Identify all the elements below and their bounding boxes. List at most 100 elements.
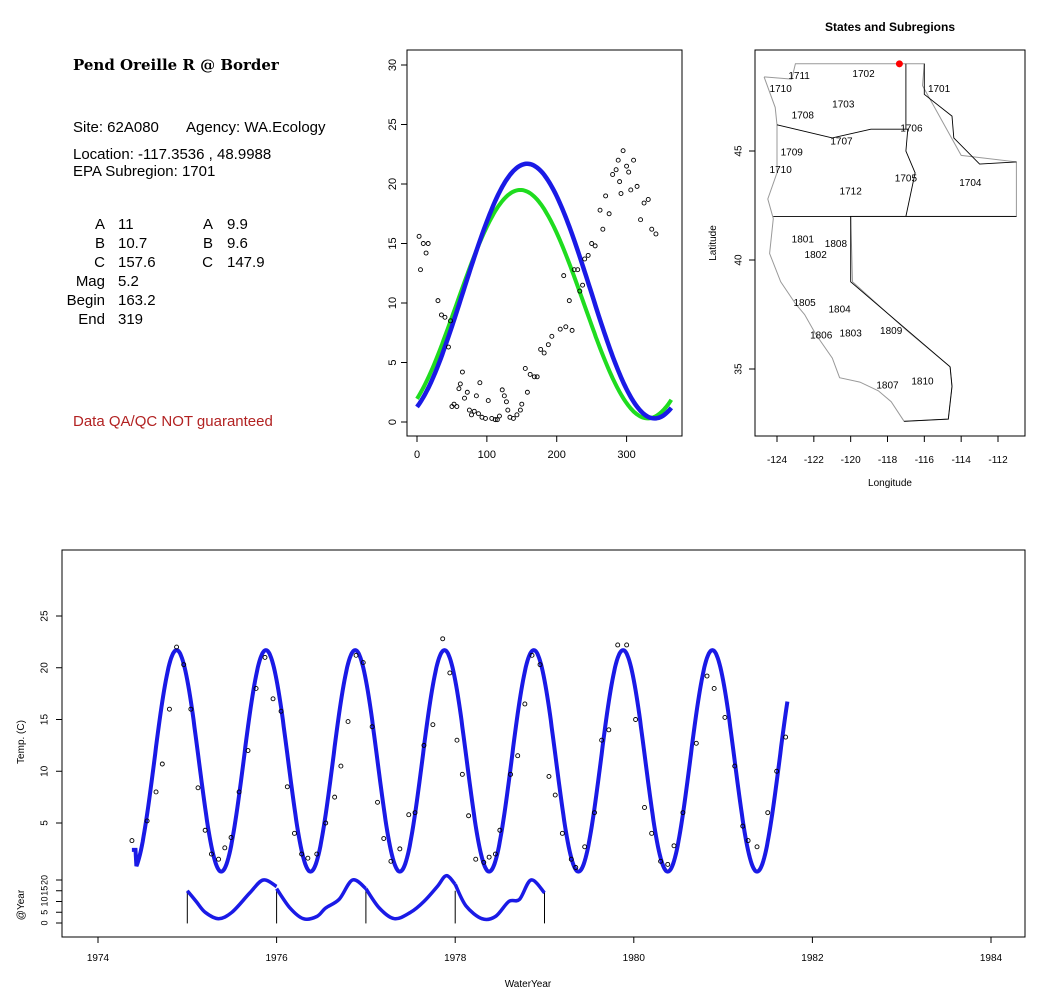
lon-tick-label: -122 bbox=[804, 455, 824, 466]
subregion-label: 1804 bbox=[828, 304, 851, 315]
data-point bbox=[510, 415, 516, 421]
year-axis-tick-label: 5 bbox=[39, 910, 49, 915]
data-point bbox=[575, 267, 581, 273]
location: Location: -117.3536 , 48.9988 bbox=[73, 146, 272, 163]
y-tick-label: 0 bbox=[387, 419, 399, 425]
y-tick-label: 15 bbox=[387, 237, 399, 249]
subregion-label: 1706 bbox=[900, 123, 923, 134]
data-point bbox=[549, 333, 555, 339]
param-label: B bbox=[94, 235, 105, 252]
data-point bbox=[454, 404, 460, 409]
observation-point bbox=[552, 792, 558, 798]
observation-point bbox=[592, 810, 597, 816]
data-point bbox=[503, 399, 509, 405]
observation-point bbox=[381, 836, 387, 841]
data-point bbox=[606, 211, 612, 217]
param-value: 10.7 bbox=[118, 235, 148, 252]
observation-point bbox=[345, 719, 351, 725]
subregion-label: 1809 bbox=[880, 326, 903, 337]
observation-point bbox=[270, 696, 276, 702]
observation-point bbox=[658, 858, 664, 864]
map-frame bbox=[754, 49, 1026, 437]
temp-tick-label: 20 bbox=[40, 662, 51, 674]
data-point bbox=[557, 326, 563, 332]
observation-point bbox=[508, 771, 514, 777]
data-point bbox=[631, 157, 637, 163]
observation-point bbox=[615, 642, 621, 648]
subregion-label: 1802 bbox=[805, 250, 828, 261]
subregion-label: 1708 bbox=[792, 110, 815, 121]
annual-strip-curve bbox=[364, 873, 457, 921]
observation-point bbox=[740, 823, 746, 829]
data-point bbox=[469, 412, 474, 418]
observation-point bbox=[360, 660, 366, 666]
data-point bbox=[592, 243, 598, 249]
observation-point bbox=[195, 785, 201, 791]
data-point bbox=[634, 183, 640, 189]
data-point bbox=[563, 324, 569, 330]
param-value: 5.2 bbox=[118, 273, 139, 290]
observation-point bbox=[129, 838, 135, 844]
year-tick-label: 1984 bbox=[980, 953, 1003, 964]
data-point bbox=[501, 393, 507, 399]
year-tick-label: 1974 bbox=[87, 953, 110, 964]
param-value: 163.2 bbox=[118, 292, 156, 309]
observation-point bbox=[481, 859, 487, 865]
lon-tick-label: -114 bbox=[952, 455, 972, 466]
observation-point bbox=[314, 851, 320, 857]
param-label: End bbox=[78, 311, 105, 328]
epa-subregion: EPA Subregion: 1701 bbox=[73, 163, 216, 180]
subregion-label: 1801 bbox=[792, 235, 815, 246]
y-tick-label: 5 bbox=[387, 359, 399, 365]
temp-tick-label: 10 bbox=[40, 765, 51, 777]
observation-point bbox=[440, 636, 446, 642]
observation-point bbox=[497, 827, 503, 833]
observation-point bbox=[181, 662, 187, 668]
qa-disclaimer: Data QA/QC NOT guaranteed bbox=[73, 413, 273, 430]
year-tick-label: 1980 bbox=[623, 953, 646, 964]
observation-point bbox=[353, 652, 359, 658]
observation-point bbox=[522, 701, 528, 707]
fit-curve-green bbox=[415, 188, 673, 421]
state-border bbox=[923, 63, 1017, 165]
param-label: C bbox=[94, 254, 105, 271]
data-point bbox=[645, 197, 651, 202]
observation-point bbox=[633, 717, 639, 722]
timeseries-ylabel: Temp. (C) bbox=[16, 720, 27, 764]
observation-point bbox=[159, 761, 165, 767]
observation-point bbox=[693, 740, 699, 746]
data-point bbox=[456, 386, 462, 392]
x-tick-label: 100 bbox=[478, 449, 496, 461]
data-point bbox=[545, 342, 551, 348]
subregion-outline bbox=[763, 63, 1017, 422]
data-point bbox=[603, 193, 609, 199]
lat-tick-label: 45 bbox=[734, 145, 745, 157]
observation-point bbox=[369, 724, 375, 730]
observation-point bbox=[642, 805, 647, 810]
data-point bbox=[628, 187, 634, 193]
data-point bbox=[442, 314, 448, 320]
lon-tick-label: -120 bbox=[841, 455, 861, 466]
map-title: States and Subregions bbox=[825, 20, 955, 34]
param-label-2: C bbox=[202, 254, 213, 271]
observation-point bbox=[216, 856, 222, 862]
data-point bbox=[577, 288, 583, 294]
observation-point bbox=[323, 820, 329, 826]
subregion-label: 1704 bbox=[959, 178, 982, 189]
data-point bbox=[476, 411, 481, 417]
observation-point bbox=[397, 846, 403, 852]
data-point bbox=[425, 241, 431, 246]
observation-point bbox=[153, 789, 159, 795]
data-point bbox=[451, 401, 457, 407]
data-point bbox=[517, 407, 523, 413]
plot-frame bbox=[406, 49, 683, 437]
data-point bbox=[571, 267, 577, 273]
observation-point bbox=[284, 784, 290, 790]
state-border bbox=[776, 124, 916, 217]
data-point bbox=[457, 381, 463, 387]
observation-point bbox=[665, 861, 671, 867]
data-point bbox=[580, 282, 586, 288]
subregion-label: 1709 bbox=[781, 147, 804, 158]
lat-tick-label: 40 bbox=[734, 254, 745, 266]
